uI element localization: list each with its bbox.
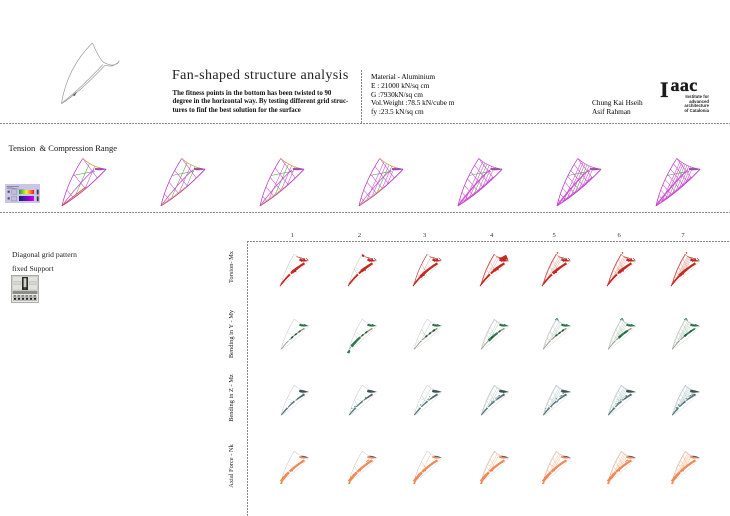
svg-text:I: I xyxy=(660,77,669,102)
svg-text:aac: aac xyxy=(671,77,698,95)
